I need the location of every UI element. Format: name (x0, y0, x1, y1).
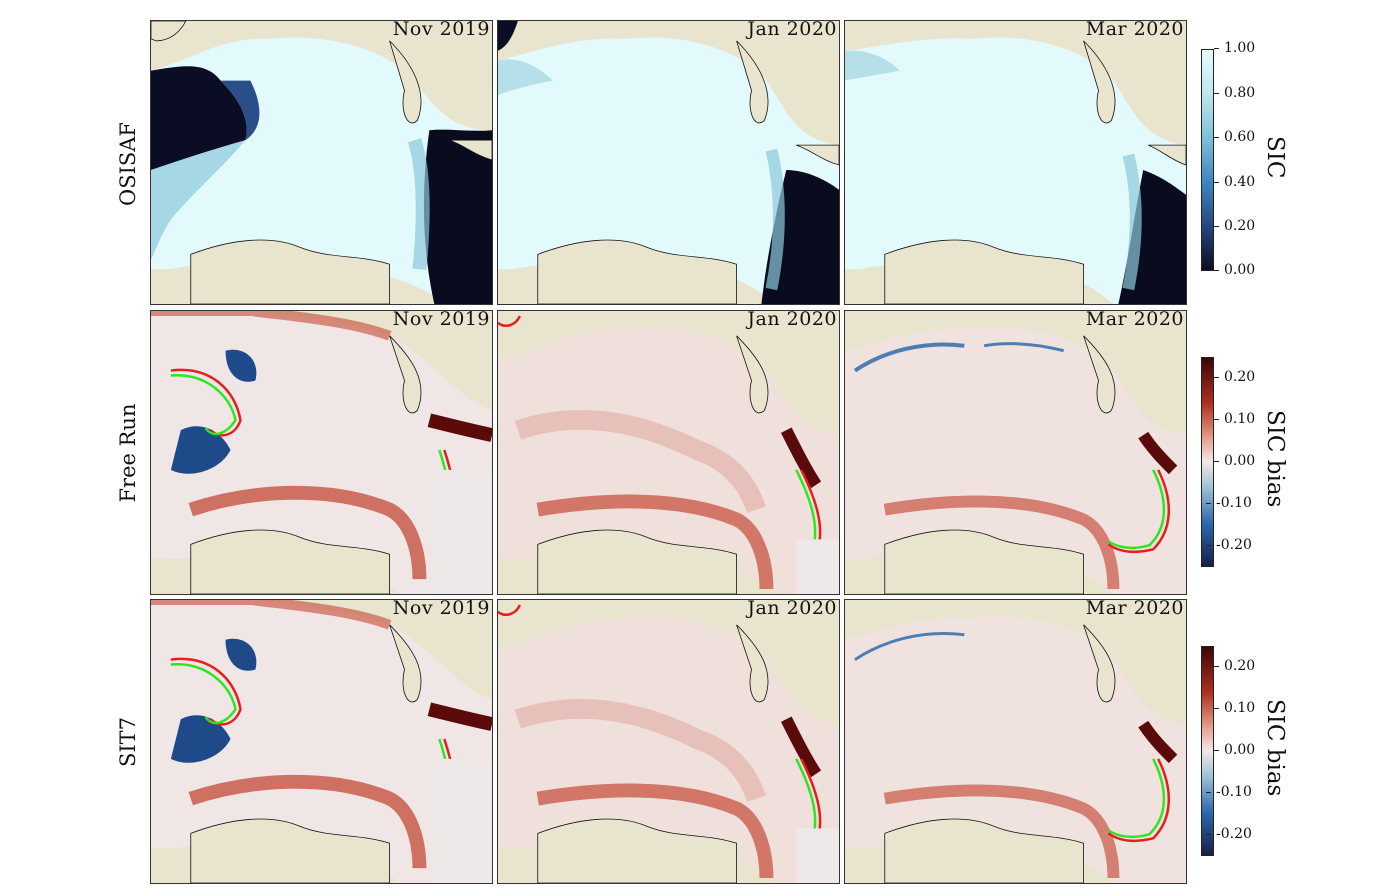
colorbar-tick: 0.60 (1213, 129, 1256, 145)
map-panel-sit7-nov: Nov 2019 (150, 599, 493, 884)
map-panel-osisaf-jan: Jan 2020 (497, 20, 840, 305)
panel-date: Mar 2020 (1085, 599, 1184, 619)
bias-map (845, 311, 1186, 594)
colorbar-title-sic: SIC (1262, 136, 1288, 179)
map-panel-sit7-mar: Mar 2020 (844, 599, 1187, 884)
bias-map (498, 600, 839, 883)
panel-date: Jan 2020 (747, 599, 837, 619)
colorbar-tick: 1.00 (1213, 40, 1256, 56)
panel-date: Mar 2020 (1085, 310, 1184, 330)
panel-date: Mar 2020 (1085, 20, 1184, 40)
sic-map (845, 21, 1186, 304)
colorbar-tick: 0.10 (1213, 411, 1256, 427)
map-panel-osisaf-nov: Nov 2019 (150, 20, 493, 305)
sic-map (498, 21, 839, 304)
map-panel-osisaf-mar: Mar 2020 (844, 20, 1187, 305)
colorbar-tick: 0.00 (1213, 742, 1256, 758)
bias-map (151, 600, 492, 883)
row-label-sit7: SIT7 (116, 716, 140, 768)
colorbar-sic (1201, 49, 1214, 271)
panel-date: Jan 2020 (747, 310, 837, 330)
colorbar-tick: 0.00 (1213, 262, 1256, 278)
colorbar-tick: -0.10 (1206, 784, 1252, 800)
map-panel-freerun-nov: Nov 2019 (150, 310, 493, 595)
map-panel-sit7-jan: Jan 2020 (497, 599, 840, 884)
map-panel-freerun-mar: Mar 2020 (844, 310, 1187, 595)
panel-date: Jan 2020 (747, 20, 837, 40)
colorbar-tick: 0.00 (1213, 453, 1256, 469)
colorbar-tick: 0.10 (1213, 700, 1256, 716)
bias-map (845, 600, 1186, 883)
colorbar-tick: -0.20 (1206, 826, 1252, 842)
sic-map (151, 21, 492, 304)
colorbar-tick: 0.40 (1213, 174, 1256, 190)
colorbar-bias-sit7 (1201, 646, 1214, 856)
colorbar-tick: 0.20 (1213, 218, 1256, 234)
colorbar-title-bias: SIC bias (1262, 410, 1288, 508)
bias-map (498, 311, 839, 594)
panel-date: Nov 2019 (392, 20, 490, 40)
colorbar-tick: -0.20 (1206, 537, 1252, 553)
colorbar-tick: -0.10 (1206, 495, 1252, 511)
colorbar-tick: 0.80 (1213, 85, 1256, 101)
colorbar-bias-freerun (1201, 357, 1214, 567)
bias-map (151, 311, 492, 594)
panel-date: Nov 2019 (392, 599, 490, 619)
panel-date: Nov 2019 (392, 310, 490, 330)
colorbar-title-bias: SIC bias (1262, 699, 1288, 797)
colorbar-tick: 0.20 (1213, 369, 1256, 385)
row-label-free-run: Free Run (116, 403, 140, 503)
map-panel-freerun-jan: Jan 2020 (497, 310, 840, 595)
colorbar-tick: 0.20 (1213, 658, 1256, 674)
row-label-osisaf: OSISAF (116, 121, 140, 207)
